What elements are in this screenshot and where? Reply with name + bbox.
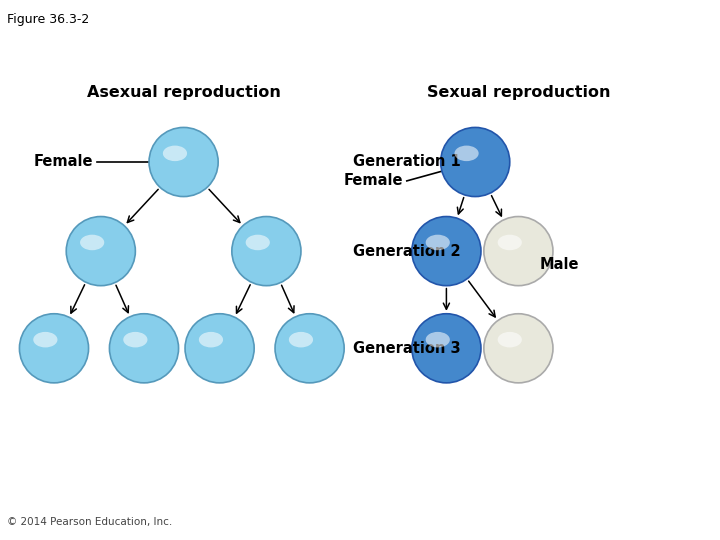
Ellipse shape <box>426 235 450 250</box>
Text: Female: Female <box>34 154 94 170</box>
Text: Generation 2: Generation 2 <box>353 244 460 259</box>
Ellipse shape <box>484 217 553 286</box>
Ellipse shape <box>454 146 479 161</box>
Ellipse shape <box>185 314 254 383</box>
Ellipse shape <box>149 127 218 197</box>
Text: Generation 1: Generation 1 <box>353 154 461 170</box>
Text: Asexual reproduction: Asexual reproduction <box>86 85 281 100</box>
Ellipse shape <box>163 146 187 161</box>
Ellipse shape <box>123 332 148 347</box>
Text: Figure 36.3-2: Figure 36.3-2 <box>7 14 89 26</box>
Ellipse shape <box>412 217 481 286</box>
Ellipse shape <box>232 217 301 286</box>
Ellipse shape <box>33 332 58 347</box>
Ellipse shape <box>412 314 481 383</box>
Ellipse shape <box>275 314 344 383</box>
Text: Sexual reproduction: Sexual reproduction <box>427 85 610 100</box>
Ellipse shape <box>80 235 104 250</box>
Ellipse shape <box>498 332 522 347</box>
Ellipse shape <box>441 127 510 197</box>
Ellipse shape <box>498 235 522 250</box>
Ellipse shape <box>426 332 450 347</box>
Ellipse shape <box>289 332 313 347</box>
Ellipse shape <box>246 235 270 250</box>
Ellipse shape <box>109 314 179 383</box>
Text: Male: Male <box>540 257 580 272</box>
Ellipse shape <box>66 217 135 286</box>
Text: Generation 3: Generation 3 <box>353 341 460 356</box>
Text: Female: Female <box>343 173 403 188</box>
Text: © 2014 Pearson Education, Inc.: © 2014 Pearson Education, Inc. <box>7 516 173 526</box>
Ellipse shape <box>19 314 89 383</box>
Ellipse shape <box>199 332 223 347</box>
Ellipse shape <box>484 314 553 383</box>
